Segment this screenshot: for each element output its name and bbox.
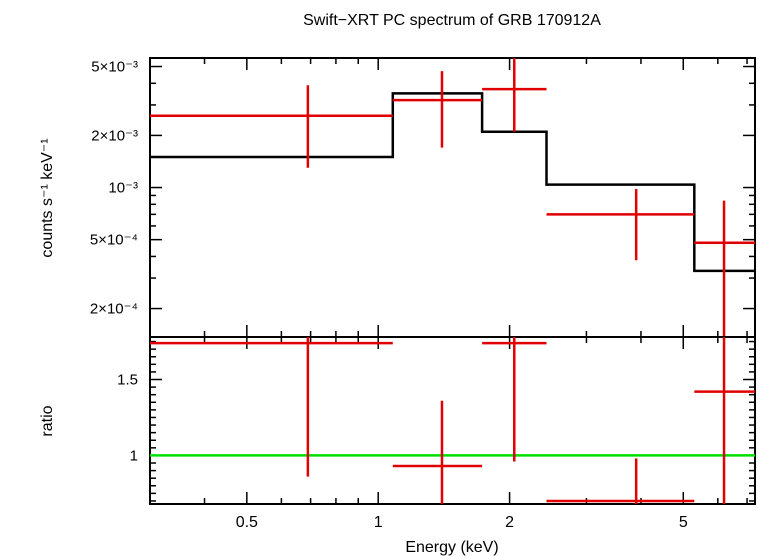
x-tick-label: 1 [374, 514, 383, 531]
model-step-line [150, 92, 755, 273]
ratio-point [392, 400, 483, 504]
spectrum-data-points [150, 58, 755, 337]
y-tick-label: 2×10⁻³ [91, 127, 138, 144]
y-tick-label: 5×10⁻⁴ [90, 232, 138, 249]
ratio-ticks: 11.5 [117, 337, 755, 504]
model-curve [150, 92, 755, 273]
x-tick-labels: 0.5 1 2 5 [236, 514, 688, 531]
spectrum-panel: 5×10⁻³ 2×10⁻³ 10⁻³ 5×10⁻⁴ 2×10⁻⁴ counts s⁻¹ … [39, 57, 756, 338]
x-tick-label: 2 [505, 514, 514, 531]
chart-title: Swift−XRT PC spectrum of GRB 170912A [303, 12, 601, 29]
ratio-point [482, 337, 547, 462]
x-axis-label: Energy (keV) [405, 539, 498, 556]
spectrum-point [482, 58, 547, 132]
x-tick-label: 0.5 [236, 514, 258, 531]
y-tick-label: 2×10⁻⁴ [90, 301, 138, 318]
y-tick-label: 1.5 [117, 372, 138, 389]
ratio-point [694, 337, 755, 504]
spectrum-point [392, 71, 483, 148]
spectrum-point [546, 189, 695, 261]
ratio-data-points [150, 337, 755, 504]
y-tick-label: 1 [130, 447, 138, 464]
y-tick-label: 5×10⁻³ [91, 59, 138, 76]
spectrum-y-axis-label: counts s⁻¹ keV⁻¹ [39, 138, 56, 257]
x-tick-label: 5 [679, 514, 688, 531]
ratio-plot-frame [149, 336, 756, 505]
ratio-y-axis-label: ratio [39, 405, 56, 436]
y-tick-label: 10⁻³ [108, 180, 138, 197]
spectrum-point [150, 85, 393, 168]
spectrum-point [694, 200, 755, 337]
ratio-point [546, 458, 695, 504]
ratio-panel: 11.5 ratio [39, 336, 756, 505]
ratio-point [150, 337, 393, 477]
